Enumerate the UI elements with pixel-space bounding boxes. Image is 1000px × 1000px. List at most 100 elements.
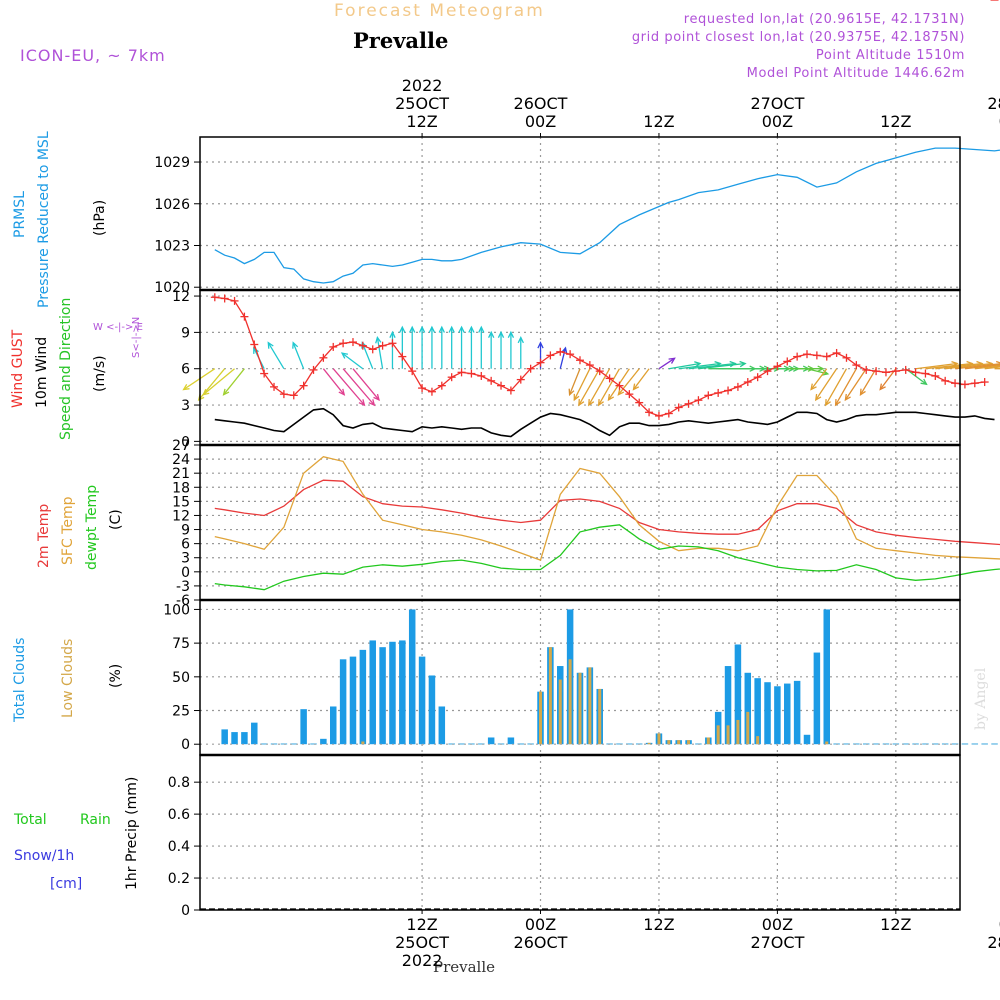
bottom-time-label: 26OCT bbox=[514, 933, 568, 952]
wind-arrow bbox=[488, 330, 495, 369]
gust-marker bbox=[309, 365, 318, 374]
total-cloud-bar bbox=[922, 743, 929, 745]
wind-arrow-shaft bbox=[935, 362, 983, 370]
bottom-time-label: 25OCT bbox=[395, 933, 449, 952]
wind-arrow-shaft bbox=[844, 368, 867, 401]
grid-layer bbox=[200, 137, 960, 910]
wind-arrow bbox=[698, 360, 747, 370]
wind-arrow-head bbox=[834, 399, 841, 407]
wind-arrow bbox=[340, 352, 364, 370]
gust-line bbox=[214, 296, 985, 417]
y-tick-label: 25 bbox=[172, 704, 190, 720]
wind-arrow-shaft bbox=[352, 368, 380, 401]
total-cloud-bar bbox=[823, 609, 830, 745]
wind-arrow bbox=[292, 341, 305, 369]
gust-marker bbox=[822, 352, 831, 361]
y-tick-label: 3 bbox=[181, 398, 190, 414]
total-cloud-bar bbox=[843, 743, 850, 745]
wind-arrow-shaft bbox=[332, 368, 365, 406]
top-time-label: 12Z bbox=[406, 112, 437, 131]
total-cloud-bar bbox=[744, 672, 752, 745]
wind-speed-line bbox=[214, 407, 995, 438]
total-cloud-bar bbox=[626, 743, 633, 745]
wind-arrow-head bbox=[561, 346, 568, 354]
wind-arrow-head bbox=[844, 393, 851, 402]
wind-arrow bbox=[573, 368, 591, 402]
gust-marker bbox=[477, 371, 486, 380]
gust-marker bbox=[704, 391, 713, 400]
total-cloud-bar bbox=[438, 706, 446, 745]
total-cloud-bar bbox=[329, 706, 337, 745]
gust-marker bbox=[230, 296, 239, 305]
wind-arrow-head bbox=[448, 325, 455, 333]
wind-arrow-shaft bbox=[974, 365, 1000, 370]
wind-arrow bbox=[658, 357, 676, 370]
bottom-time-label: 12Z bbox=[406, 915, 437, 934]
wind-arrow bbox=[859, 368, 877, 396]
low-cloud-bar bbox=[687, 740, 691, 745]
model-altitude: Model Point Altitude 1446.62m bbox=[747, 66, 965, 81]
gust-marker bbox=[980, 378, 989, 387]
top-time-label: 26OCT bbox=[514, 94, 568, 113]
wind-arrow-shaft bbox=[810, 368, 828, 390]
wind-arrow bbox=[844, 368, 867, 402]
gust-marker bbox=[931, 371, 940, 380]
total-cloud-bar bbox=[260, 743, 268, 745]
pressure-unit: (hPa) bbox=[92, 200, 108, 236]
bottom-time-label: 12Z bbox=[880, 915, 911, 934]
low-cloud-bar bbox=[736, 719, 740, 745]
gust-marker bbox=[832, 348, 841, 357]
low-cloud-bar bbox=[746, 711, 750, 745]
wind-arrow-shaft bbox=[879, 368, 897, 390]
wind-arrow-head bbox=[588, 399, 595, 407]
gust-marker bbox=[635, 398, 644, 407]
gust-marker bbox=[497, 381, 506, 390]
wind-arrow bbox=[559, 346, 568, 369]
wind-arrow-head bbox=[824, 399, 831, 407]
panel-frame bbox=[199, 136, 961, 291]
wind-arrow bbox=[984, 366, 1000, 370]
gust-marker bbox=[546, 351, 555, 360]
precip-labels: Total Rain Snow/1h [cm] 1hr Precip (mm) bbox=[13, 777, 140, 892]
y-tick-label: 0 bbox=[181, 737, 190, 753]
total-cloud-bar bbox=[221, 729, 228, 745]
wind-arrow bbox=[418, 325, 426, 369]
axis-layer: 1020102310261029036912-6-303691215182124… bbox=[154, 136, 961, 919]
dewpt-line bbox=[214, 524, 1000, 591]
total-cloud-bar bbox=[754, 678, 761, 745]
gust-marker bbox=[536, 358, 545, 367]
wind-arrow-shaft bbox=[668, 362, 701, 370]
total-cloud-bar bbox=[892, 743, 900, 745]
gust-marker bbox=[250, 340, 259, 349]
low-cloud-bar bbox=[598, 688, 602, 745]
gust-marker bbox=[783, 357, 792, 366]
total-cloud-bar bbox=[290, 743, 298, 745]
wind-arrow-head bbox=[739, 360, 747, 368]
wind-arrow-head bbox=[418, 325, 426, 333]
y-tick-label: -6 bbox=[176, 593, 190, 609]
wind-arrow-head bbox=[409, 325, 416, 333]
wind-arrow-head bbox=[399, 325, 406, 333]
total-cloud-bar bbox=[379, 647, 386, 745]
total-cloud-bar bbox=[616, 743, 623, 745]
top-time-label: 00Z bbox=[999, 112, 1000, 131]
gust-marker bbox=[418, 384, 427, 393]
wind-arrow-shaft bbox=[806, 368, 828, 375]
wind-arrow bbox=[814, 368, 838, 402]
wind-arrow bbox=[964, 364, 1000, 370]
wind-arrow bbox=[458, 325, 465, 369]
wind-arrow bbox=[322, 368, 346, 396]
low-cloud-bar bbox=[568, 659, 572, 745]
wind-arrow bbox=[974, 365, 1000, 370]
wind-arrow-shaft bbox=[834, 368, 857, 406]
gust-marker bbox=[911, 368, 920, 377]
low-cloud-bar bbox=[825, 741, 829, 745]
wind-arrow-shaft bbox=[825, 368, 848, 406]
gust-marker bbox=[566, 350, 575, 359]
y-tick-label: 3 bbox=[181, 551, 190, 567]
top-time-label: 2022 bbox=[402, 76, 443, 95]
gust-marker bbox=[842, 353, 851, 362]
total-cloud-bar bbox=[369, 640, 376, 745]
snow-label: Snow/1h bbox=[14, 848, 74, 864]
wind-arrow-head bbox=[375, 336, 382, 344]
